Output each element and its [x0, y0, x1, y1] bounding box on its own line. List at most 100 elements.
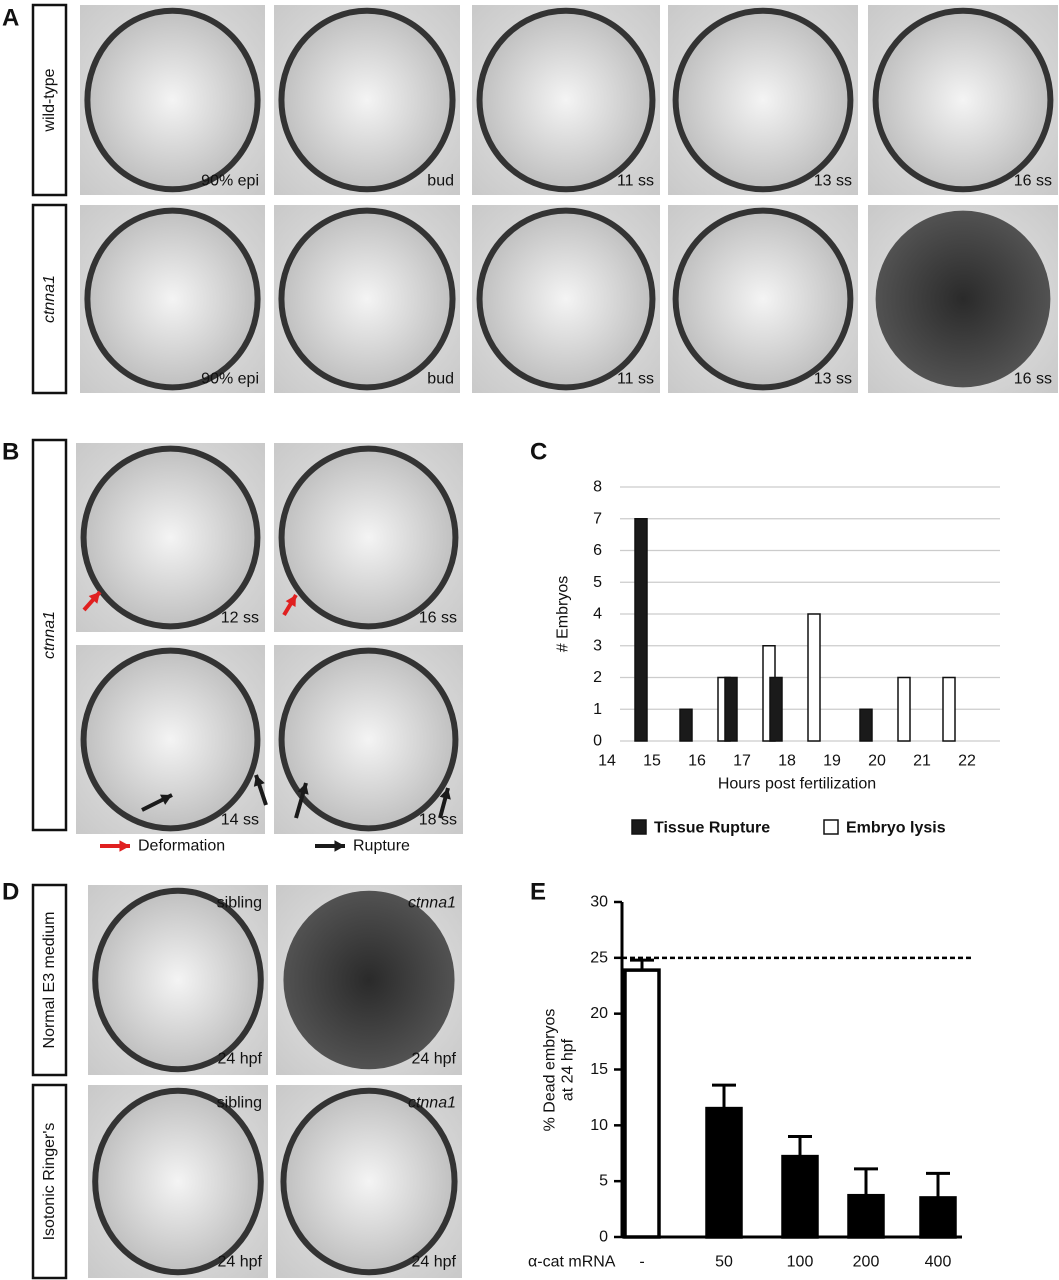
x-tick-label: 18 — [778, 753, 796, 770]
stage-label: 13 ss — [814, 371, 852, 388]
legend-label: Rupture — [353, 838, 410, 855]
legend-label: Embryo lysis — [846, 820, 946, 837]
arrow-head — [253, 775, 265, 787]
y-tick-label: 5 — [599, 1173, 608, 1190]
embryo — [278, 207, 456, 391]
stage-label: 13 ss — [814, 173, 852, 190]
embryo — [283, 890, 455, 1070]
stage-label: 16 ss — [419, 610, 457, 627]
row-label: ctnna1 — [41, 611, 58, 659]
x-tick-label: 19 — [823, 753, 841, 770]
y-axis-label: at 24 hpf — [560, 1038, 577, 1101]
bar — [942, 676, 956, 742]
embryo — [476, 7, 656, 193]
bar — [724, 676, 738, 742]
legend-swatch — [823, 819, 839, 835]
bar — [769, 676, 783, 742]
y-tick-label: 0 — [599, 1229, 608, 1246]
legend-swatch — [631, 819, 647, 835]
embryo — [672, 207, 854, 391]
bar — [679, 708, 693, 742]
genotype-label: sibling — [217, 1095, 262, 1112]
legend-label: Deformation — [138, 838, 225, 855]
x-tick-label: 15 — [643, 753, 661, 770]
row-label: wild-type — [41, 68, 58, 132]
x-axis-label: Hours post fertilization — [718, 776, 876, 793]
arrow-head — [119, 840, 130, 852]
bar — [705, 1106, 743, 1239]
y-tick-label: 4 — [593, 606, 602, 623]
bar — [623, 968, 661, 1239]
bar — [847, 1193, 885, 1239]
x-tick-label: 20 — [868, 753, 886, 770]
panel-letter: C — [530, 439, 547, 466]
y-tick-label: 1 — [593, 701, 602, 718]
row-label: Isotonic Ringer's — [41, 1123, 58, 1241]
y-tick-label: 15 — [590, 1061, 608, 1078]
x-tick-label: 400 — [925, 1254, 952, 1271]
y-tick-label: 0 — [593, 733, 602, 750]
embryo — [278, 647, 459, 832]
x-tick-label: 14 — [598, 753, 616, 770]
arrow-head — [285, 595, 296, 607]
embryo — [476, 207, 656, 391]
stage-label: 12 ss — [221, 610, 259, 627]
y-tick-label: 5 — [593, 574, 602, 591]
embryo — [672, 7, 854, 193]
embryo — [80, 647, 261, 832]
bar — [807, 613, 821, 742]
embryo — [84, 207, 261, 391]
bar — [781, 1154, 819, 1239]
stage-label: 24 hpf — [412, 1254, 457, 1271]
bar — [919, 1196, 957, 1239]
y-axis-label: # Embryos — [555, 576, 572, 652]
embryo — [875, 210, 1051, 388]
bar — [897, 676, 911, 742]
legend-label: Tissue Rupture — [654, 820, 770, 837]
row-label: Normal E3 medium — [41, 912, 58, 1049]
x-tick-label: 200 — [853, 1254, 880, 1271]
bar — [634, 518, 648, 742]
x-tick-label: 22 — [958, 753, 976, 770]
embryo — [84, 7, 261, 193]
row-label-box — [31, 438, 68, 832]
y-tick-label: 25 — [590, 949, 608, 966]
y-tick-label: 6 — [593, 542, 602, 559]
row-label-box — [31, 1083, 68, 1280]
x-tick-label: 100 — [787, 1254, 814, 1271]
stage-label: 18 ss — [419, 812, 457, 829]
stage-label: 11 ss — [617, 371, 654, 388]
embryo — [92, 1087, 264, 1276]
embryo — [278, 445, 459, 630]
x-tick-label: 21 — [913, 753, 931, 770]
arrow-head — [439, 788, 451, 800]
y-tick-label: 8 — [593, 479, 602, 496]
x-tick-label: 50 — [715, 1254, 733, 1271]
panel-letter: B — [2, 439, 19, 466]
genotype-label: ctnna1 — [408, 1095, 456, 1112]
bar — [859, 708, 873, 742]
stage-label: bud — [427, 371, 454, 388]
panel-letter: A — [2, 5, 19, 32]
stage-label: 90% epi — [201, 371, 259, 388]
embryo — [872, 7, 1054, 193]
embryo — [278, 7, 456, 193]
row-label-box — [31, 203, 68, 395]
y-tick-label: 30 — [590, 894, 608, 911]
stage-label: 24 hpf — [412, 1051, 457, 1068]
embryo — [92, 887, 264, 1073]
stage-label: 14 ss — [221, 812, 259, 829]
panel-letter: D — [2, 879, 19, 906]
embryo — [80, 445, 261, 630]
arrow-head — [334, 840, 345, 852]
genotype-label: ctnna1 — [408, 895, 456, 912]
arrow-head — [297, 783, 309, 795]
y-tick-label: 3 — [593, 637, 602, 654]
y-tick-label: 7 — [593, 510, 602, 527]
arrow-head — [160, 794, 172, 805]
arrow-head — [88, 592, 100, 604]
stage-label: 16 ss — [1014, 173, 1052, 190]
row-label-box — [31, 3, 68, 197]
stage-label: 11 ss — [617, 173, 654, 190]
